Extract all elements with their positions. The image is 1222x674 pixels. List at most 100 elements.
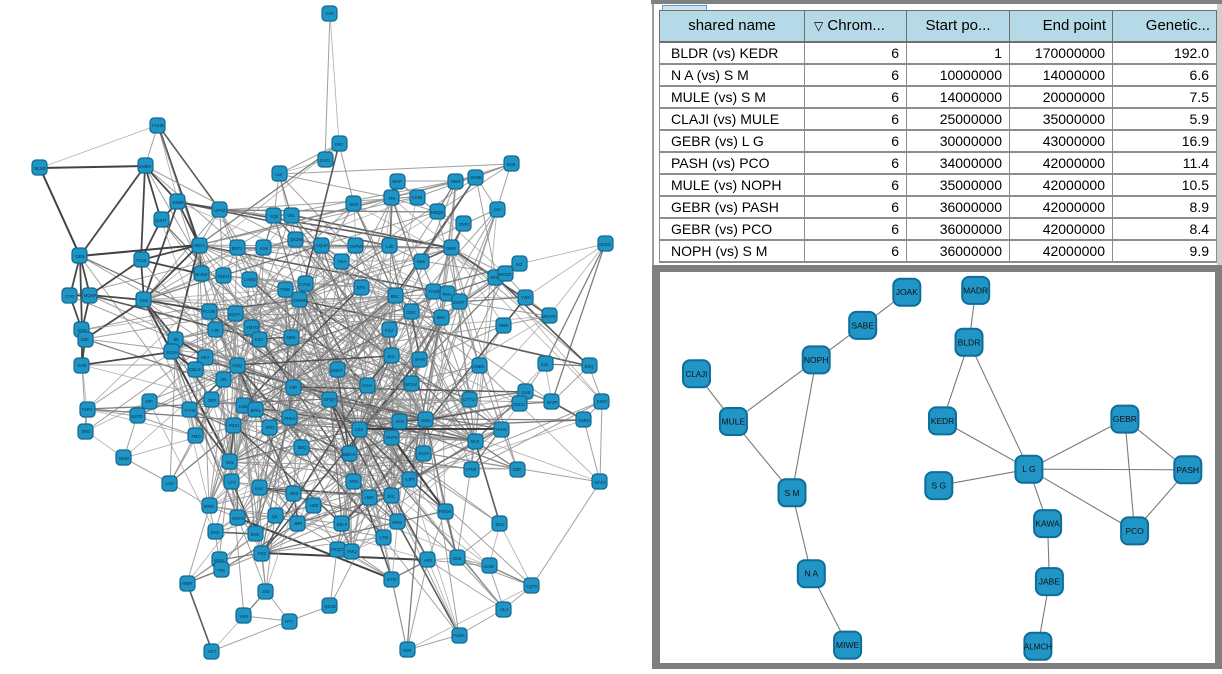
svg-text:YYHS: YYHS: [184, 408, 196, 413]
svg-text:JGWG: JGWG: [490, 275, 503, 280]
svg-text:FWON: FWON: [439, 509, 452, 514]
svg-text:CZZ: CZZ: [355, 427, 364, 432]
svg-text:OSZ: OSZ: [453, 556, 462, 561]
svg-text:DGV: DGV: [495, 522, 504, 527]
svg-text:DBGT: DBGT: [331, 368, 343, 373]
svg-text:MFM: MFM: [392, 520, 402, 525]
svg-text:BFN: BFN: [357, 285, 365, 290]
svg-text:NUW: NUW: [119, 456, 129, 461]
svg-text:JMR: JMR: [294, 521, 303, 526]
svg-text:KRG: KRG: [349, 479, 358, 484]
svg-text:CQTK: CQTK: [526, 584, 538, 589]
svg-text:MULE: MULE: [722, 417, 746, 427]
svg-text:IRRD: IRRD: [204, 504, 214, 509]
svg-text:ZGRF: ZGRF: [453, 300, 465, 305]
svg-text:LFV: LFV: [228, 480, 236, 485]
svg-text:EXQ: EXQ: [585, 364, 595, 369]
svg-text:SFZP: SFZP: [547, 400, 558, 405]
svg-text:HDE: HDE: [310, 503, 319, 508]
svg-text:UQQ: UQQ: [232, 363, 242, 368]
svg-text:HTY: HTY: [285, 619, 294, 624]
svg-text:EWIM: EWIM: [139, 164, 151, 169]
svg-text:N A: N A: [804, 569, 818, 579]
svg-text:PCO: PCO: [1125, 526, 1144, 536]
svg-text:JKC: JKC: [387, 354, 395, 359]
svg-text:OWR: OWR: [446, 246, 456, 251]
svg-text:SABE: SABE: [851, 320, 874, 330]
svg-text:KELF: KELF: [337, 522, 348, 527]
svg-text:HCT: HCT: [208, 649, 217, 654]
svg-text:BPQY: BPQY: [324, 397, 336, 402]
svg-text:MLND: MLND: [34, 166, 46, 171]
svg-text:AJPT: AJPT: [405, 477, 416, 482]
svg-text:DZP: DZP: [513, 467, 522, 472]
svg-text:BSTD: BSTD: [131, 414, 142, 419]
svg-text:TSRY: TSRY: [81, 407, 92, 412]
svg-text:DBLD: DBLD: [189, 367, 200, 372]
svg-text:PHKX: PHKX: [284, 416, 296, 421]
svg-text:RMQN: RMQN: [431, 210, 444, 215]
svg-text:BWE: BWE: [499, 323, 509, 328]
svg-text:JSD: JSD: [262, 589, 270, 594]
svg-text:CVGK: CVGK: [299, 282, 311, 287]
svg-text:MADR: MADR: [963, 285, 988, 295]
svg-text:BSFJ: BSFJ: [232, 246, 242, 251]
svg-text:PKQZ: PKQZ: [331, 547, 343, 552]
svg-text:WXH: WXH: [214, 558, 224, 563]
svg-text:MLBW: MLBW: [195, 272, 208, 277]
svg-text:MBK: MBK: [286, 335, 295, 340]
svg-text:CLAJI: CLAJI: [686, 370, 708, 379]
svg-text:NTJO: NTJO: [595, 480, 607, 485]
svg-text:SOB: SOB: [507, 162, 516, 167]
svg-text:GGH: GGH: [362, 383, 372, 388]
svg-text:NNUT: NNUT: [218, 274, 230, 279]
svg-text:XRO: XRO: [265, 425, 275, 430]
svg-text:LHMS: LHMS: [244, 277, 256, 282]
svg-text:RHPS: RHPS: [386, 435, 398, 440]
svg-text:EHX: EHX: [251, 532, 260, 537]
svg-text:S G: S G: [931, 481, 946, 491]
svg-text:VDR: VDR: [403, 648, 412, 653]
svg-text:KAWA: KAWA: [1035, 519, 1060, 529]
svg-text:XKA: XKA: [338, 259, 347, 264]
svg-text:WOVN: WOVN: [542, 314, 555, 319]
svg-text:ANMT: ANMT: [181, 581, 193, 586]
svg-text:CQUP: CQUP: [316, 243, 328, 248]
svg-text:OWNN: OWNN: [293, 298, 306, 303]
svg-text:VSG: VSG: [240, 614, 249, 619]
svg-text:VEL: VEL: [287, 213, 296, 218]
svg-text:OVPW: OVPW: [350, 244, 363, 249]
svg-text:LXV: LXV: [166, 481, 174, 486]
svg-text:GEBG: GEBG: [599, 242, 611, 247]
svg-text:JIK: JIK: [173, 337, 179, 342]
svg-text:CKMI: CKMI: [412, 195, 422, 200]
svg-text:ZNBC: ZNBC: [473, 364, 484, 369]
svg-text:JPL: JPL: [220, 377, 228, 382]
svg-text:ZNCU: ZNCU: [513, 402, 525, 407]
svg-text:LMO: LMO: [364, 495, 374, 500]
svg-text:BLDR: BLDR: [958, 337, 981, 347]
svg-text:WCAZ: WCAZ: [405, 382, 418, 387]
svg-text:WKP: WKP: [392, 179, 402, 184]
svg-text:QKZM: QKZM: [290, 237, 303, 242]
svg-text:ZNRI: ZNRI: [459, 222, 469, 227]
svg-text:MVZ: MVZ: [471, 439, 480, 444]
svg-text:L G: L G: [1022, 464, 1035, 474]
svg-text:ZUVY: ZUVY: [418, 451, 429, 456]
svg-text:GEBR: GEBR: [1113, 414, 1137, 424]
svg-text:KAU: KAU: [255, 486, 264, 491]
svg-text:BFKL: BFKL: [251, 408, 262, 413]
svg-text:KIHI: KIHI: [260, 246, 268, 251]
svg-text:NOPH: NOPH: [804, 355, 829, 365]
svg-text:XGM: XGM: [77, 328, 87, 333]
svg-text:IJLJ: IJLJ: [500, 607, 508, 612]
svg-text:YHHG: YHHG: [495, 427, 507, 432]
svg-text:EIWJ: EIWJ: [597, 399, 607, 404]
svg-text:EYIV: EYIV: [387, 577, 397, 582]
svg-text:QZVB: QZVB: [324, 604, 336, 609]
svg-text:GOE: GOE: [77, 363, 87, 368]
svg-text:JEID: JEID: [289, 491, 298, 496]
svg-text:FCOM: FCOM: [203, 309, 216, 314]
svg-text:NSK: NSK: [417, 259, 426, 264]
svg-text:SENB: SENB: [470, 175, 482, 180]
